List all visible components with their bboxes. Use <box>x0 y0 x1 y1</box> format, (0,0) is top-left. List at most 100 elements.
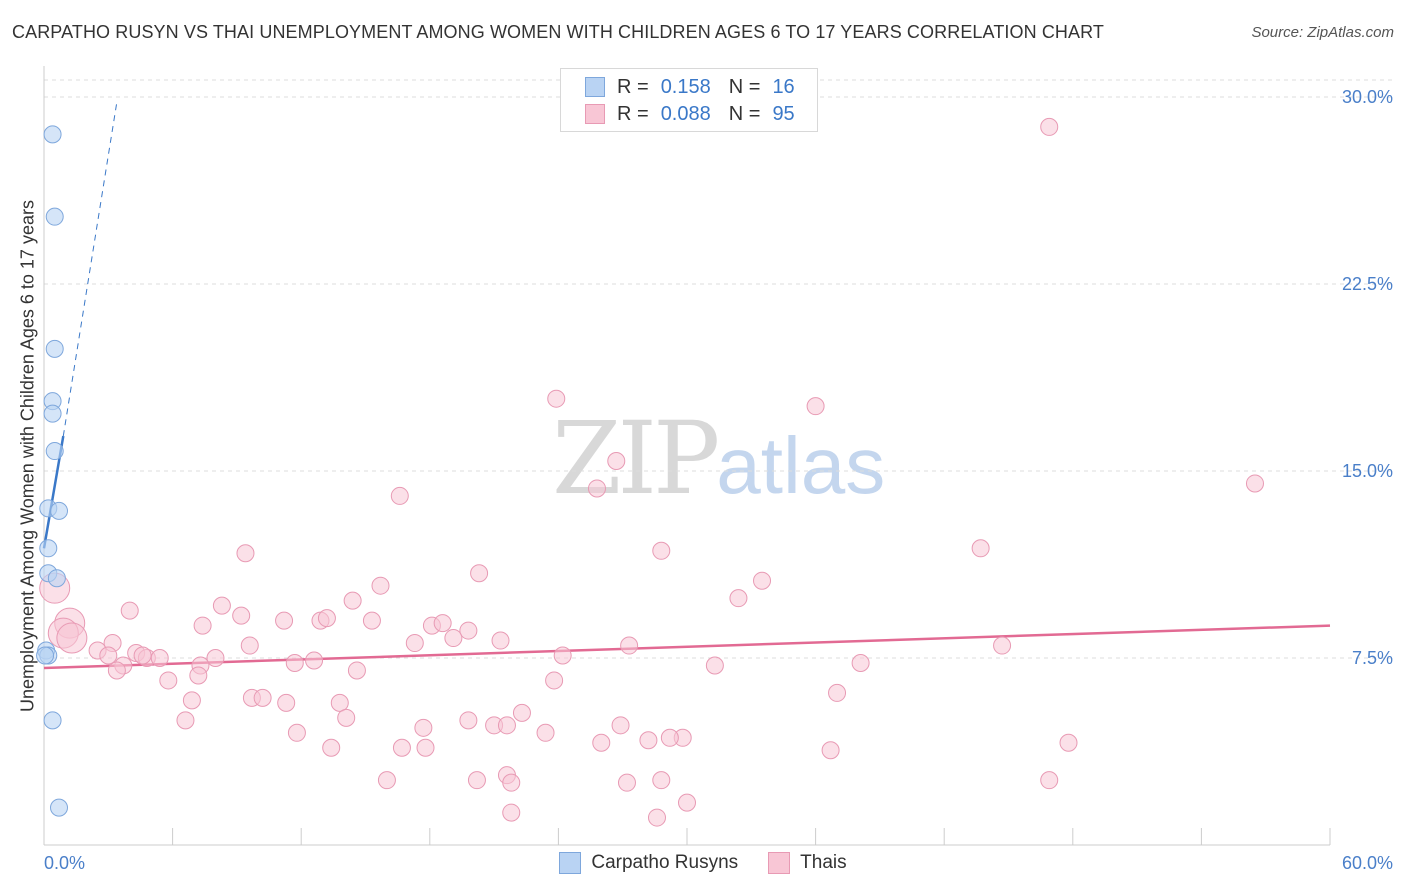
thais-point <box>56 622 88 654</box>
chart-title: CARPATHO RUSYN VS THAI UNEMPLOYMENT AMON… <box>12 22 1104 42</box>
thais-point <box>176 711 195 730</box>
thais-point <box>806 397 825 416</box>
thais-point <box>390 486 409 505</box>
thais-point <box>275 611 294 630</box>
thais-point <box>647 808 666 827</box>
thais-point <box>232 606 251 625</box>
thais-point <box>107 661 126 680</box>
legend-swatch-blue <box>585 77 605 97</box>
thais-point <box>343 591 362 610</box>
thais-point <box>491 631 510 650</box>
thais-point <box>821 741 840 760</box>
thais-point <box>322 738 341 757</box>
axes <box>43 66 1331 846</box>
legend-row-thais: R = 0.088 N = 95 <box>585 101 795 127</box>
thais-point <box>587 479 606 498</box>
thais-point <box>459 621 478 640</box>
carpatho-rusyns-point <box>43 711 62 730</box>
legend-row-carpatho: R = 0.158 N = 16 <box>585 74 795 100</box>
thais-point <box>828 683 847 702</box>
trend-lines <box>42 101 1331 670</box>
legend-r-label: R = <box>617 75 649 98</box>
thais-point <box>1245 474 1264 493</box>
watermark-atlas: atlas <box>716 421 886 510</box>
thais-point <box>337 708 356 727</box>
thais-point <box>470 564 489 583</box>
thais-point <box>347 661 366 680</box>
thais-point <box>277 693 296 712</box>
thais-point <box>660 728 679 747</box>
thais-point <box>611 716 630 735</box>
legend-n-label: N = <box>728 75 761 98</box>
thais-point <box>620 636 639 655</box>
carpatho-rusyns-point <box>47 569 66 588</box>
gridlines <box>44 79 1392 659</box>
thais-point <box>652 771 671 790</box>
thais-point <box>253 688 272 707</box>
thais-point <box>305 651 324 670</box>
carpatho-rusyns-points <box>36 125 69 817</box>
legend-label: Carpatho Rusyns <box>591 852 739 873</box>
legend-item-carpatho-rusyns[interactable]: Carpatho Rusyns <box>559 852 738 874</box>
thais-point <box>405 634 424 653</box>
thais-points <box>39 117 1264 827</box>
source-label: Source: ZipAtlas.com <box>1251 24 1394 41</box>
thais-point <box>189 666 208 685</box>
thais-point <box>512 703 531 722</box>
y-tick-label: 15.0% <box>1342 461 1393 481</box>
thais-point <box>993 636 1012 655</box>
thais-point <box>240 636 259 655</box>
thais-point <box>444 629 463 648</box>
thais-point <box>536 723 555 742</box>
thais-point <box>182 691 201 710</box>
watermark-zip: ZIP <box>552 400 720 517</box>
thais-point <box>212 596 231 615</box>
thais-trend-line <box>43 624 1331 670</box>
thais-point <box>753 571 772 590</box>
thais-point <box>502 803 521 822</box>
legend-item-thais[interactable]: Thais <box>768 852 847 874</box>
thais-point <box>330 693 349 712</box>
thais-point <box>545 671 564 690</box>
legend-n-label: N = <box>728 102 761 125</box>
thais-point <box>285 653 304 672</box>
thais-point <box>120 601 139 620</box>
thais-point <box>392 738 411 757</box>
stats-legend: R = 0.158 N = 16 R = 0.088 N = 95 <box>560 68 818 132</box>
carpatho-rusyns-point <box>39 539 58 558</box>
y-tick-label: 30.0% <box>1342 87 1393 107</box>
thais-point <box>607 452 626 471</box>
legend-r-value: 0.158 <box>660 75 711 98</box>
carpatho-rusyns-point <box>43 404 62 423</box>
thais-point <box>287 723 306 742</box>
legend-r-value: 0.088 <box>660 102 711 125</box>
thais-point <box>971 539 990 558</box>
thais-point <box>317 609 336 628</box>
thais-point <box>617 773 636 792</box>
thais-point <box>133 646 152 665</box>
thais-point <box>467 771 486 790</box>
y-tick-label: 7.5% <box>1352 648 1393 668</box>
thais-point <box>502 773 521 792</box>
legend-n-value: 16 <box>772 75 795 98</box>
thais-point <box>206 649 225 667</box>
watermark: ZIPatlas <box>552 400 885 517</box>
legend-swatch-pink <box>768 852 791 874</box>
thais-point <box>150 649 169 667</box>
thais-point <box>236 544 255 563</box>
thais-point <box>414 718 433 737</box>
legend-label: Thais <box>800 852 847 873</box>
tick-labels: 7.5% 15.0% 22.5% 30.0% 0.0% 60.0% <box>44 87 1393 873</box>
thais-point <box>377 771 396 790</box>
carpatho-rusyns-point <box>45 442 64 461</box>
thais-point <box>678 793 696 812</box>
legend-swatch-pink <box>585 104 605 124</box>
carpatho-rusyns-point <box>50 501 69 520</box>
thais-point <box>1040 771 1059 790</box>
carpatho-rusyns-point <box>43 125 62 144</box>
thais-point <box>547 389 566 408</box>
thais-point <box>1040 117 1059 136</box>
legend-n-value: 95 <box>772 102 795 125</box>
carpatho-rusyns-point <box>36 646 55 665</box>
series-legend: Carpatho Rusyns Thais <box>0 852 1406 874</box>
